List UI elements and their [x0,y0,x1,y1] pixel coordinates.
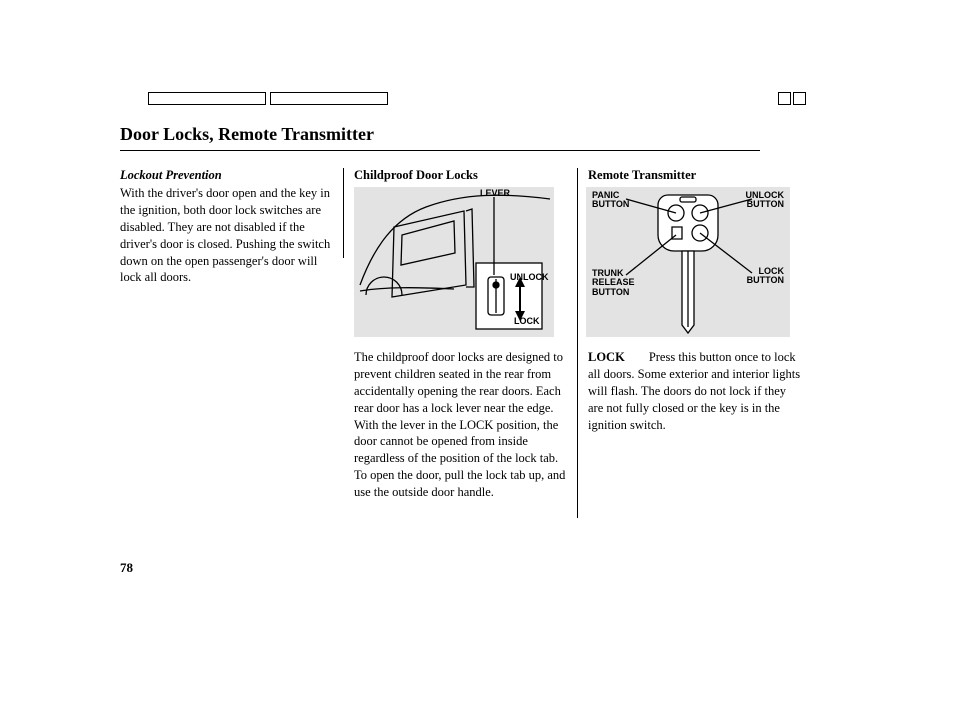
page-title: Door Locks, Remote Transmitter [120,124,374,145]
col3-runin: LOCK [588,350,625,364]
crop-mark [778,92,791,105]
column-separator [343,168,344,258]
childproof-figure: LEVER UNLOCK LOCK [354,187,554,337]
col3-body: LOCKPress this button once to lock all d… [588,349,801,433]
crop-mark [270,92,388,105]
crop-mark [793,92,806,105]
col1-heading: Lockout Prevention [120,168,333,183]
col2-body: The childproof door locks are designed t… [354,349,567,501]
crop-marks [148,92,806,105]
label-lock: LOCK [514,317,540,326]
column-3: Remote Transmitter [588,168,801,518]
col3-heading: Remote Transmitter [588,168,801,183]
label-trunk: TRUNKRELEASEBUTTON [592,269,635,297]
page-number: 78 [120,560,133,576]
column-1: Lockout Prevention With the driver's doo… [120,168,333,518]
label-unlock: UNLOCKBUTTON [746,191,785,210]
manual-page: Door Locks, Remote Transmitter Lockout P… [0,0,954,710]
columns: Lockout Prevention With the driver's doo… [120,168,801,518]
col1-body: With the driver's door open and the key … [120,185,333,286]
label-panic: PANICBUTTON [592,191,629,210]
childproof-svg [354,187,554,337]
remote-figure: PANICBUTTON TRUNKRELEASEBUTTON UNLOCKBUT… [586,187,790,337]
title-rule [120,150,760,151]
label-unlock: UNLOCK [510,273,549,282]
column-2: Childproof Door Locks [354,168,567,518]
crop-mark [148,92,266,105]
crop-marks-left [148,92,388,105]
column-separator [577,168,578,518]
crop-marks-right [778,92,806,105]
label-lever: LEVER [480,189,510,198]
col2-heading: Childproof Door Locks [354,168,567,183]
label-lock: LOCKBUTTON [747,267,784,286]
